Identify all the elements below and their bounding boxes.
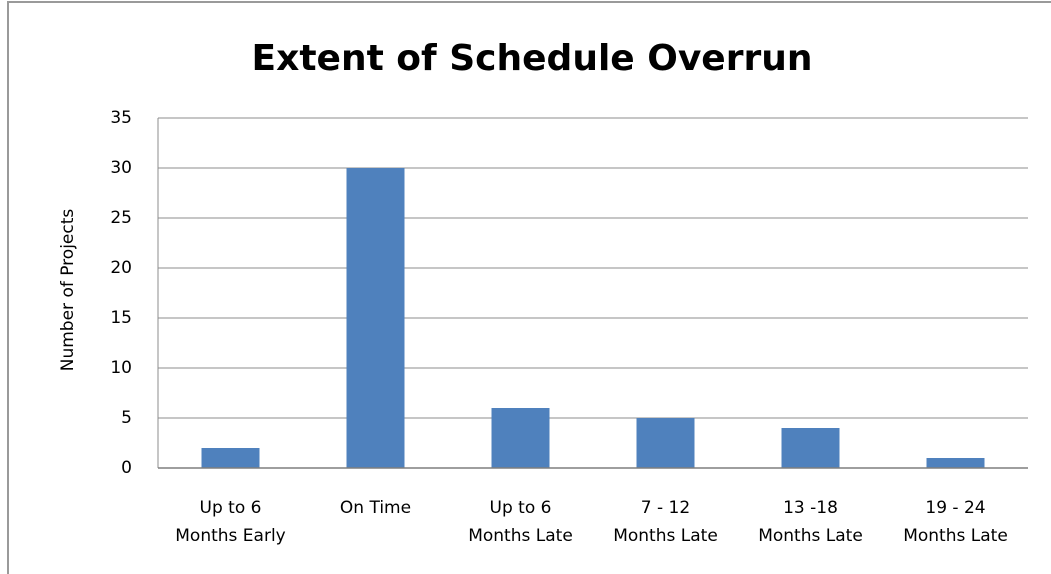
chart-frame: [7, 1, 1051, 574]
y-tick-label: 30: [110, 158, 132, 178]
y-tick-label: 25: [110, 208, 132, 228]
x-tick-label: 7 - 12 Months Late: [613, 498, 718, 546]
bar: [491, 408, 550, 468]
y-tick-label: 0: [121, 458, 132, 478]
x-tick-label: On Time: [340, 498, 411, 518]
x-tick-label-line: 7 - 12: [641, 498, 690, 518]
y-tick-label: 15: [110, 308, 132, 328]
x-tick-label-line: Months Late: [758, 526, 863, 546]
x-tick-label: Up to 6 Months Late: [468, 498, 573, 546]
x-tick-label-line: Months Late: [613, 526, 718, 546]
bar: [926, 458, 985, 468]
bar: [781, 428, 840, 468]
x-tick-label: 13 -18 Months Late: [758, 498, 863, 546]
y-tick-label: 20: [110, 258, 132, 278]
y-tick-label: 5: [121, 408, 132, 428]
x-tick-label: Up to 6 Months Early: [175, 498, 285, 546]
x-tick-label-line: 13 -18: [783, 498, 838, 518]
x-tick-label-line: Months Late: [468, 526, 573, 546]
x-tick-label-line: Up to 6: [490, 498, 552, 518]
x-tick-label-line: Months Late: [903, 526, 1008, 546]
x-tick-label-line: On Time: [340, 498, 411, 518]
bar: [346, 168, 405, 468]
x-tick-label-line: Up to 6: [200, 498, 262, 518]
y-tick-label: 10: [110, 358, 132, 378]
y-axis-label: Number of Projects: [58, 209, 78, 372]
bar: [636, 418, 695, 468]
x-tick-label-line: 19 - 24: [925, 498, 985, 518]
chart-title: Extent of Schedule Overrun: [252, 38, 813, 79]
y-tick-label: 35: [110, 108, 132, 128]
x-tick-label-line: Months Early: [175, 526, 285, 546]
bar: [201, 448, 260, 468]
x-tick-label: 19 - 24 Months Late: [903, 498, 1008, 546]
